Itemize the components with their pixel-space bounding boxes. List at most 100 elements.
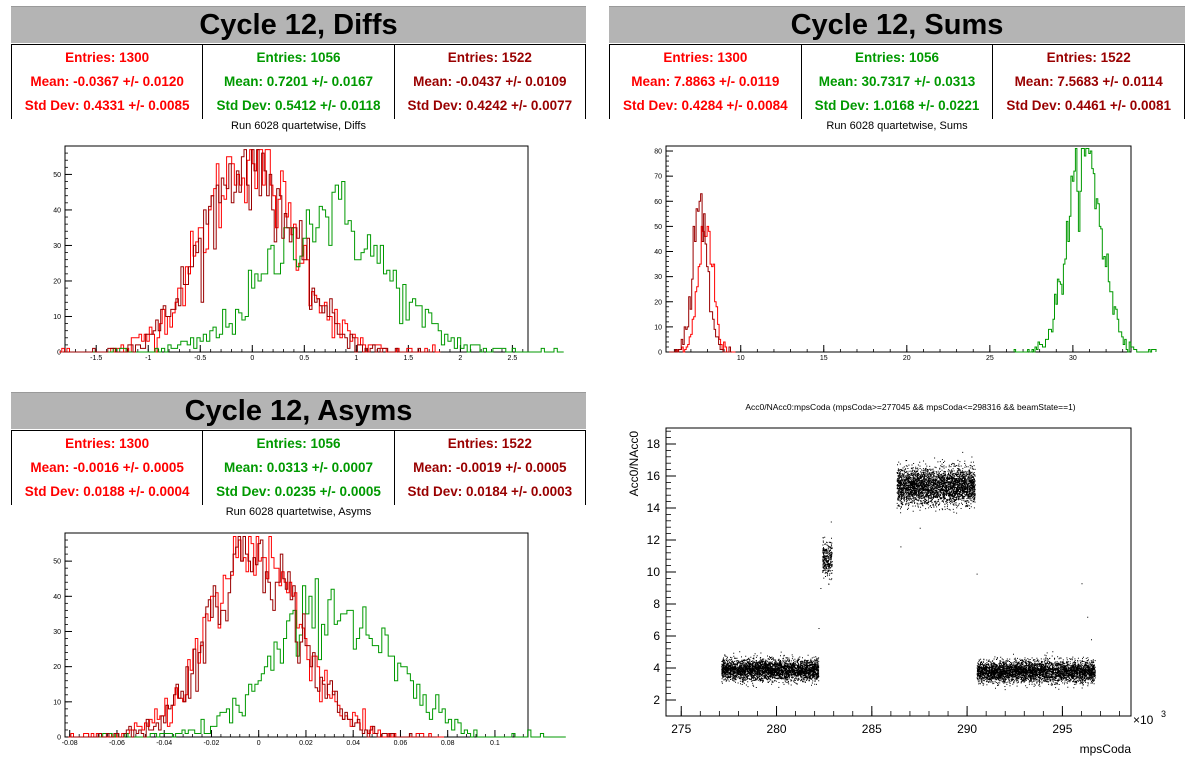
plot-subtitle: Run 6028 quartetwise, Diffs [231,120,366,132]
entries-text: Entries: 1056 [854,50,940,65]
x-tick-label: -0.06 [109,740,125,747]
y-tick-label: 20 [53,278,61,285]
mean-text: Mean: 0.0313 +/- 0.0007 [224,460,373,475]
x-axis-label: mpsCoda [1080,742,1132,756]
std-text: Std Dev: 0.4461 +/- 0.0081 [1006,98,1172,113]
stats-column-red: Entries: 1300 Mean: -0.0016 +/- 0.0005 S… [11,431,202,505]
mean-text: Mean: -0.0367 +/- 0.0120 [30,74,184,89]
scatter-points [721,451,1096,691]
entries-text: Entries: 1300 [663,50,748,65]
mean-text: Mean: 7.8863 +/- 0.0119 [631,74,780,89]
panel-title: Cycle 12, Asyms [11,392,586,429]
x-tick-label: 0.08 [441,740,455,747]
y-tick-label: 10 [53,314,61,321]
x-tick-label: 30 [1069,355,1077,362]
x-axis-multiplier: ×10 [1133,713,1154,727]
entries-text: Entries: 1522 [1046,50,1131,65]
scatter-markers [721,451,1096,691]
y-tick-label: 10 [647,565,661,579]
std-text: Std Dev: 0.5412 +/- 0.0118 [216,98,381,113]
y-axis-label: Acc0/NAcc0 [627,431,641,497]
y-tick-label: 60 [654,199,662,206]
x-tick-label: 1 [354,355,358,362]
y-tick-label: 0 [57,735,61,742]
y-tick-label: 10 [53,699,61,706]
mean-text: Mean: 0.7201 +/- 0.0167 [224,74,373,89]
histogram-series-1 [90,181,564,353]
histogram-series-0 [68,536,444,738]
y-tick-label: 20 [53,664,61,671]
y-tick-label: 40 [53,207,61,214]
y-tick-label: 50 [654,224,662,231]
x-tick-label: 0.02 [299,740,313,747]
y-tick-label: 14 [647,501,661,515]
stats-column-green: Entries: 1056 Mean: 0.7201 +/- 0.0167 St… [202,45,393,119]
x-tick-label: 0.5 [299,355,309,362]
plot-area-1: 10 15 20 25 30 0 10 20 30 40 50 60 70 80 [654,145,1157,362]
y-tick-label: 0 [57,350,61,357]
std-text: Std Dev: 0.4331 +/- 0.0085 [24,98,190,113]
entries-text: Entries: 1056 [256,436,341,451]
histogram-series-1 [1013,148,1157,353]
y-tick-label: 12 [647,533,661,547]
x-tick-label: 20 [903,355,911,362]
mean-text: Mean: 30.7317 +/- 0.0313 [818,74,976,89]
std-text: Std Dev: 0.0184 +/- 0.0003 [407,484,573,499]
x-tick-label: 275 [671,722,691,736]
y-tick-label: 40 [53,594,61,601]
x-tick-label: 10 [737,355,745,362]
x-tick-label: -1.5 [90,355,102,362]
x-tick-label: 0.06 [394,740,408,747]
histogram-series-2 [669,193,732,353]
x-tick-label: 0 [250,355,254,362]
y-tick-label: 6 [653,629,660,643]
panel-title: Cycle 12, Diffs [11,6,586,43]
y-tick-label: 40 [654,249,662,256]
x-tick-label: 0.1 [490,740,500,747]
y-tick-label: 18 [647,437,661,451]
x-tick-label: 1.5 [403,355,413,362]
plot-subtitle: Run 6028 quartetwise, Asyms [225,506,372,518]
mean-text: Mean: -0.0019 +/- 0.0005 [413,460,567,475]
std-text: Std Dev: 1.0168 +/- 0.0221 [814,98,980,113]
histogram-series-1 [99,578,566,738]
x-tick-label: -0.04 [156,740,172,747]
entries-text: Entries: 1056 [256,50,341,65]
x-tick-label: 15 [820,355,828,362]
y-tick-label: 80 [654,149,662,156]
panel-title: Cycle 12, Sums [609,6,1185,43]
x-tick-label: 285 [862,722,882,736]
std-text: Std Dev: 0.4284 +/- 0.0084 [622,98,788,113]
histogram-series-2 [62,149,434,353]
plot-area-0: -1.5 -1 -0.5 0 0.5 1 1.5 2 2.5 0 10 20 30 40 50 [53,145,564,362]
y-tick-label: 0 [658,350,662,357]
y-tick-label: 50 [53,172,61,179]
entries-text: Entries: 1522 [447,436,532,451]
x-tick-label: 290 [957,722,977,736]
stats-column-red: Entries: 1300 Mean: -0.0367 +/- 0.0120 S… [11,45,202,119]
y-tick-label: 30 [53,243,61,250]
x-tick-label: -0.02 [203,740,219,747]
entries-text: Entries: 1300 [65,436,150,451]
y-tick-label: 30 [53,629,61,636]
stats-box: Entries: 1300 Mean: -0.0016 +/- 0.0005 S… [11,430,586,505]
plot-frame [64,145,529,353]
x-tick-label: 2.5 [508,355,518,362]
entries-text: Entries: 1522 [447,50,532,65]
plot-frame [665,145,1132,353]
y-tick-label: 20 [654,299,662,306]
stats-column-darkred: Entries: 1522 Mean: -0.0019 +/- 0.0005 S… [393,431,586,505]
x-tick-label: 0.04 [346,740,360,747]
stats-column-red: Entries: 1300 Mean: 7.8863 +/- 0.0119 St… [609,45,801,119]
entries-text: Entries: 1300 [65,50,150,65]
y-tick-label: 30 [654,274,662,281]
y-tick-label: 10 [654,324,662,331]
x-tick-label: -0.5 [194,355,206,362]
histogram-series-2 [71,536,437,738]
x-tick-label: 0 [257,740,261,747]
y-tick-label: 4 [653,661,660,675]
stats-column-darkred: Entries: 1522 Mean: 7.5683 +/- 0.0114 St… [992,45,1186,119]
stats-column-green: Entries: 1056 Mean: 0.0313 +/- 0.0007 St… [202,431,393,505]
y-tick-label: 8 [653,597,660,611]
y-tick-label: 2 [653,693,660,707]
